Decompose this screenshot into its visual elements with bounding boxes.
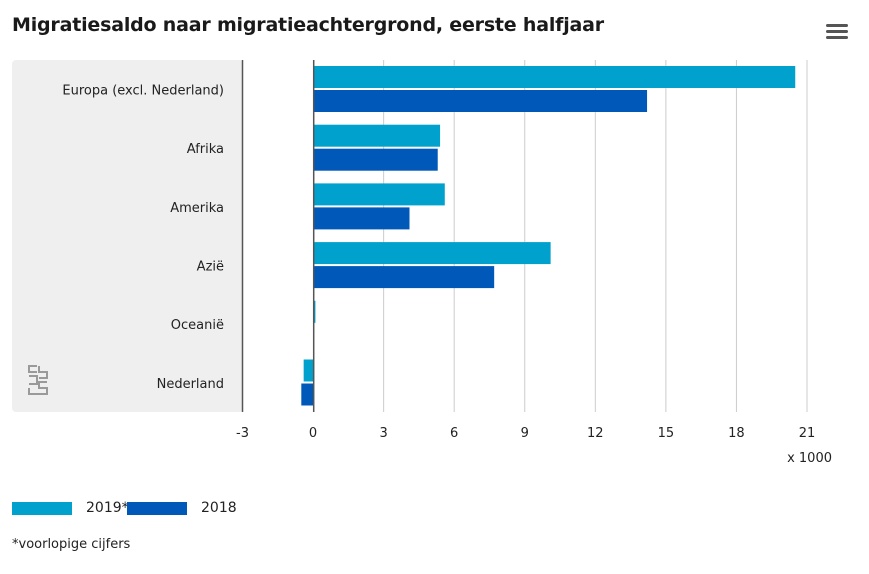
x-tick-label: 15 <box>658 426 675 441</box>
bar-2018 <box>313 266 495 289</box>
x-tick-label: -3 <box>236 426 249 441</box>
x-tick-label: 12 <box>587 426 604 441</box>
bars <box>301 66 796 406</box>
bar-2018 <box>301 383 314 406</box>
legend-swatch-2019 <box>12 501 72 515</box>
category-label: Amerika <box>170 201 224 216</box>
x-tick-label: 21 <box>799 426 816 441</box>
x-tick-label: 3 <box>379 426 387 441</box>
bar-2019 <box>313 66 796 88</box>
legend-swatch-2018 <box>127 501 187 515</box>
category-label: Azië <box>197 259 224 274</box>
cbs-logo-icon <box>28 365 48 395</box>
bar-2019 <box>303 359 314 382</box>
x-tick-label: 9 <box>521 426 529 441</box>
category-label: Oceanië <box>171 318 224 333</box>
x-tick-label: 6 <box>450 426 458 441</box>
bar-2018 <box>313 207 410 230</box>
legend-item-2018: 2018 <box>127 500 237 516</box>
category-labels: Europa (excl. Nederland) Afrika Amerika Azi… <box>62 83 224 392</box>
footnote: *voorlopige cijfers <box>12 537 131 552</box>
category-label: Europa (excl. Nederland) <box>62 83 224 98</box>
legend-label-2019: 2019* <box>86 500 129 516</box>
legend-label-2018: 2018 <box>201 500 237 516</box>
legend-item-2019: 2019* <box>12 500 129 516</box>
x-tick-label: 18 <box>728 426 745 441</box>
x-unit-label: x 1000 <box>787 451 832 466</box>
x-tick-label: 0 <box>309 426 317 441</box>
hamburger-menu-icon[interactable] <box>826 24 848 42</box>
category-label: Afrika <box>187 142 224 157</box>
x-tick-labels: -3 0 3 6 9 12 15 18 21 <box>236 426 815 441</box>
gridlines <box>383 60 808 412</box>
bar-chart: Europa (excl. Nederland) Afrika Amerika Azi… <box>12 60 832 466</box>
bar-2018 <box>313 148 438 171</box>
bar-2018 <box>313 90 648 112</box>
category-label-panel <box>12 60 243 412</box>
bar-2019 <box>313 183 445 206</box>
bar-2019 <box>313 124 441 147</box>
chart-title: Migratiesaldo naar migratieachtergrond, … <box>12 14 604 36</box>
category-label: Nederland <box>157 377 224 392</box>
bar-2019 <box>313 242 551 265</box>
